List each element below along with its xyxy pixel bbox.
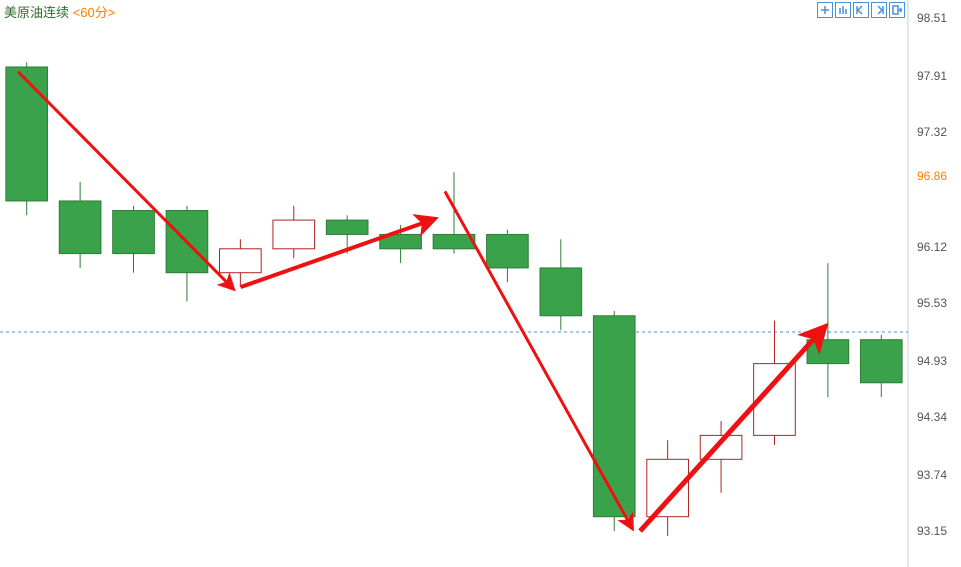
y-tick-label: 97.32 <box>917 125 957 139</box>
y-tick-label: 97.91 <box>917 69 957 83</box>
interval-label: <60分> <box>73 5 116 20</box>
y-tick-label: 93.15 <box>917 524 957 538</box>
bars-icon[interactable] <box>835 2 851 18</box>
y-tick-label: 94.93 <box>917 354 957 368</box>
candle <box>273 220 315 249</box>
y-tick-label: 98.51 <box>917 11 957 25</box>
y-tick-label: 93.74 <box>917 468 957 482</box>
y-tick-label: 94.34 <box>917 410 957 424</box>
candle <box>59 201 101 254</box>
chart-container: 美原油连续 <60分> 98.51 97.91 97.32 96.86 96.12 95.… <box>0 0 961 567</box>
y-tick-label: 96.86 <box>917 169 957 183</box>
candle <box>326 220 368 234</box>
trend-arrow <box>18 72 231 287</box>
exit-icon[interactable] <box>889 2 905 18</box>
nav-right-icon[interactable] <box>871 2 887 18</box>
candle <box>593 316 635 517</box>
chart-title: 美原油连续 <60分> <box>4 2 115 21</box>
candle <box>220 249 262 273</box>
candle <box>113 211 155 254</box>
candle <box>860 340 902 383</box>
candle <box>540 268 582 316</box>
chart-plot[interactable] <box>0 0 961 567</box>
candle <box>6 67 48 201</box>
y-tick-label: 96.12 <box>917 240 957 254</box>
candle <box>807 340 849 364</box>
fit-icon[interactable] <box>817 2 833 18</box>
symbol-label: 美原油连续 <box>4 5 69 20</box>
y-tick-label: 95.53 <box>917 296 957 310</box>
candle <box>487 234 529 267</box>
chart-toolbar <box>817 2 905 18</box>
nav-left-icon[interactable] <box>853 2 869 18</box>
